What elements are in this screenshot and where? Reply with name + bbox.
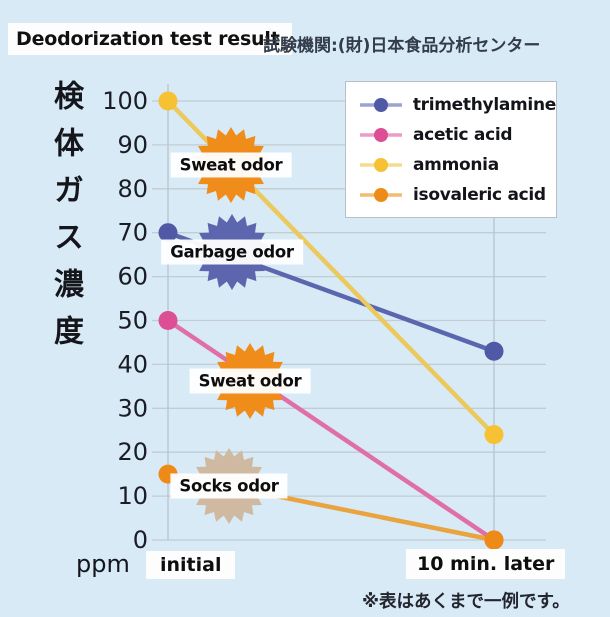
- x-axis-label-initial: initial: [146, 551, 236, 579]
- unit-label-ppm: ppm: [76, 550, 130, 578]
- y-tick-label-40: 40: [117, 350, 148, 378]
- legend-label: ammonia: [413, 155, 499, 175]
- legend-swatch-icon: [360, 158, 402, 172]
- y-axis-title: 検体ガス濃度: [48, 80, 83, 362]
- data-point-isovaleric-acid-10-min-later: [484, 530, 504, 550]
- legend-item-ammonia: ammonia: [358, 150, 556, 180]
- page-title: Deodorization test result: [8, 23, 292, 55]
- data-point-trimethylamine-initial: [158, 223, 178, 243]
- y-tick-label-80: 80: [117, 175, 148, 203]
- legend-swatch-icon: [360, 98, 402, 112]
- legend-label: trimethylamine: [412, 95, 556, 115]
- y-tick-label-30: 30: [117, 394, 148, 422]
- legend-label: acetic acid: [413, 125, 513, 145]
- legend-item-isovaleric-acid: isovaleric acid: [358, 180, 556, 210]
- data-point-trimethylamine-10-min-later: [484, 341, 504, 361]
- data-point-ammonia-10-min-later: [484, 425, 504, 445]
- series-line-trimethylamine: [165, 230, 497, 354]
- y-tick-label-50: 50: [117, 307, 148, 335]
- y-tick-label-20: 20: [117, 438, 148, 466]
- legend-label: isovaleric acid: [413, 185, 546, 205]
- y-tick-label-100: 100: [102, 87, 148, 115]
- y-tick-label-10: 10: [117, 482, 148, 510]
- footnote-disclaimer: ※表はあくまで一例です。: [362, 592, 570, 612]
- y-tick-label-70: 70: [117, 219, 148, 247]
- legend-swatch-icon: [360, 188, 402, 202]
- y-tick-label-0: 0: [133, 526, 148, 554]
- test-agency-label: 試験機関:(財)日本食品分析センター: [263, 36, 541, 56]
- legend-swatch-icon: [360, 128, 402, 142]
- data-point-acetic-acid-initial: [158, 311, 178, 330]
- legend-item-trimethylamine: trimethylamine: [358, 90, 556, 120]
- x-axis-label-10min-later: 10 min. later: [406, 549, 566, 579]
- y-tick-label-60: 60: [117, 263, 148, 291]
- data-point-ammonia-initial: [158, 91, 178, 111]
- y-tick-label-90: 90: [117, 131, 148, 159]
- chart-legend: trimethylamine acetic acid ammonia isovaler…: [345, 81, 557, 218]
- data-point-isovaleric-acid-initial: [158, 464, 178, 484]
- legend-item-acetic-acid: acetic acid: [358, 120, 556, 150]
